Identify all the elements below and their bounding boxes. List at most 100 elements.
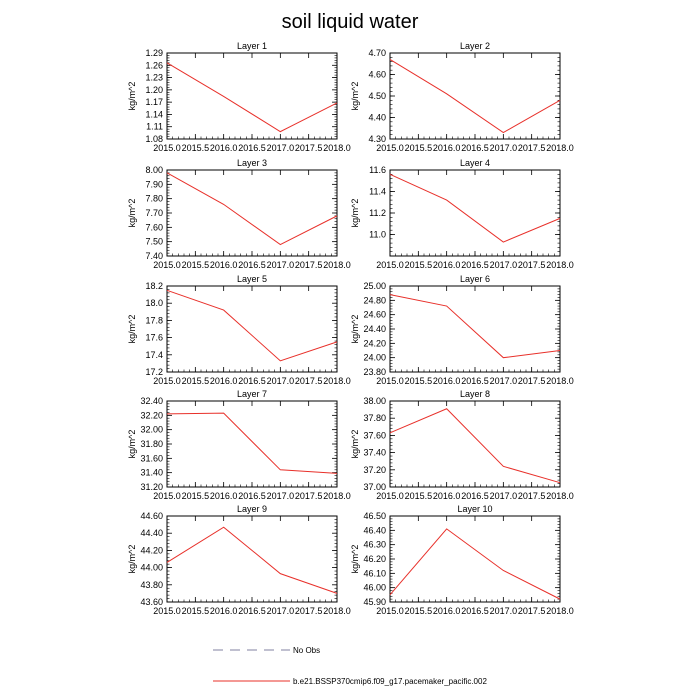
x-tick-label: 2015.5 (182, 143, 210, 153)
x-tick-label: 2018.0 (546, 606, 574, 616)
panel-title: Layer 3 (237, 158, 267, 168)
x-tick-label: 2017.0 (490, 606, 518, 616)
x-tick-label: 2017.0 (490, 491, 518, 501)
y-tick-label: 7.50 (145, 237, 163, 247)
y-tick-label: 17.8 (145, 315, 163, 325)
y-tick-label: 4.60 (368, 70, 386, 80)
y-tick-label: 46.30 (363, 540, 386, 550)
y-tick-label: 46.50 (363, 511, 386, 521)
panel-title: Layer 10 (457, 504, 492, 514)
y-tick-label: 4.30 (368, 134, 386, 144)
y-tick-label: 37.20 (363, 465, 386, 475)
y-tick-label: 11.4 (369, 187, 386, 197)
x-tick-label: 2016.0 (210, 606, 238, 616)
series-line (166, 289, 338, 362)
y-tick-label: 44.60 (140, 511, 163, 521)
series-line (389, 408, 561, 484)
x-tick-label: 2015.5 (405, 491, 433, 501)
y-tick-label: 11.6 (369, 165, 386, 175)
panel-title: Layer 4 (460, 158, 490, 168)
legend-model-label: b.e21.BSSP370cmip6.f09_g17.pacemaker_pac… (293, 677, 487, 686)
y-tick-label: 1.11 (146, 122, 163, 132)
panel-title: Layer 1 (237, 41, 267, 51)
x-tick-label: 2018.0 (323, 606, 351, 616)
y-tick-label: 37.60 (363, 430, 386, 440)
x-tick-label: 2015.0 (153, 143, 181, 153)
x-tick-label: 2018.0 (323, 143, 351, 153)
series-line (166, 412, 338, 474)
y-axis-label: kg/m^2 (127, 199, 137, 228)
y-tick-label: 37.00 (363, 482, 386, 492)
x-tick-label: 2017.5 (295, 376, 323, 386)
y-tick-label: 1.17 (145, 97, 163, 107)
y-tick-label: 44.20 (140, 545, 163, 555)
x-tick-label: 2017.0 (490, 260, 518, 270)
series-line (389, 59, 561, 134)
y-tick-label: 1.29 (145, 48, 163, 58)
x-tick-label: 2016.5 (461, 606, 489, 616)
x-tick-label: 2015.5 (405, 143, 433, 153)
x-tick-label: 2017.5 (295, 260, 323, 270)
panel-frame (389, 400, 561, 488)
x-tick-label: 2015.5 (182, 491, 210, 501)
x-tick-label: 2018.0 (323, 491, 351, 501)
x-tick-label: 2017.5 (518, 260, 546, 270)
y-tick-label: 1.08 (145, 134, 163, 144)
y-tick-label: 32.20 (140, 410, 163, 420)
panel-title: Layer 6 (460, 274, 490, 284)
x-tick-label: 2017.0 (267, 260, 295, 270)
y-tick-label: 18.0 (145, 298, 163, 308)
x-tick-label: 2016.0 (433, 260, 461, 270)
legend: No Obs b.e21.BSSP370cmip6.f09_g17.pacema… (213, 646, 487, 686)
y-tick-label: 46.00 (363, 583, 386, 593)
y-tick-label: 32.40 (140, 396, 163, 406)
x-tick-label: 2016.0 (433, 376, 461, 386)
y-tick-label: 7.60 (145, 222, 163, 232)
x-tick-label: 2017.5 (518, 491, 546, 501)
y-axis-label: kg/m^2 (127, 82, 137, 111)
y-tick-label: 44.00 (140, 563, 163, 573)
x-tick-label: 2017.0 (490, 376, 518, 386)
series-line (389, 173, 561, 243)
x-tick-label: 2016.0 (210, 376, 238, 386)
y-tick-label: 17.6 (145, 333, 163, 343)
x-tick-label: 2018.0 (323, 376, 351, 386)
x-tick-label: 2017.5 (295, 491, 323, 501)
panel-title: Layer 9 (237, 504, 267, 514)
x-tick-label: 2015.5 (182, 376, 210, 386)
y-tick-label: 24.80 (363, 295, 386, 305)
x-tick-label: 2016.5 (461, 376, 489, 386)
panel-frame (389, 169, 561, 257)
y-tick-label: 43.80 (140, 580, 163, 590)
y-tick-label: 11.2 (369, 208, 386, 218)
y-tick-label: 18.2 (145, 281, 163, 291)
x-tick-label: 2017.0 (490, 143, 518, 153)
y-tick-label: 31.40 (140, 468, 163, 478)
y-tick-label: 46.20 (363, 554, 386, 564)
y-tick-label: 43.60 (140, 597, 163, 607)
x-tick-label: 2017.0 (267, 143, 295, 153)
panel-frame (389, 52, 561, 140)
y-tick-label: 24.00 (363, 353, 386, 363)
x-tick-label: 2016.0 (433, 491, 461, 501)
x-tick-label: 2016.5 (238, 376, 266, 386)
y-tick-label: 8.00 (145, 165, 163, 175)
y-tick-label: 37.80 (363, 413, 386, 423)
y-tick-label: 17.4 (145, 350, 163, 360)
y-tick-label: 7.40 (145, 251, 163, 261)
y-tick-label: 45.90 (363, 597, 386, 607)
series-line (166, 526, 338, 594)
x-tick-label: 2017.5 (518, 606, 546, 616)
y-tick-label: 24.20 (363, 338, 386, 348)
x-tick-label: 2016.5 (238, 143, 266, 153)
y-tick-label: 31.20 (140, 482, 163, 492)
x-tick-label: 2018.0 (546, 491, 574, 501)
x-tick-label: 2017.5 (295, 606, 323, 616)
